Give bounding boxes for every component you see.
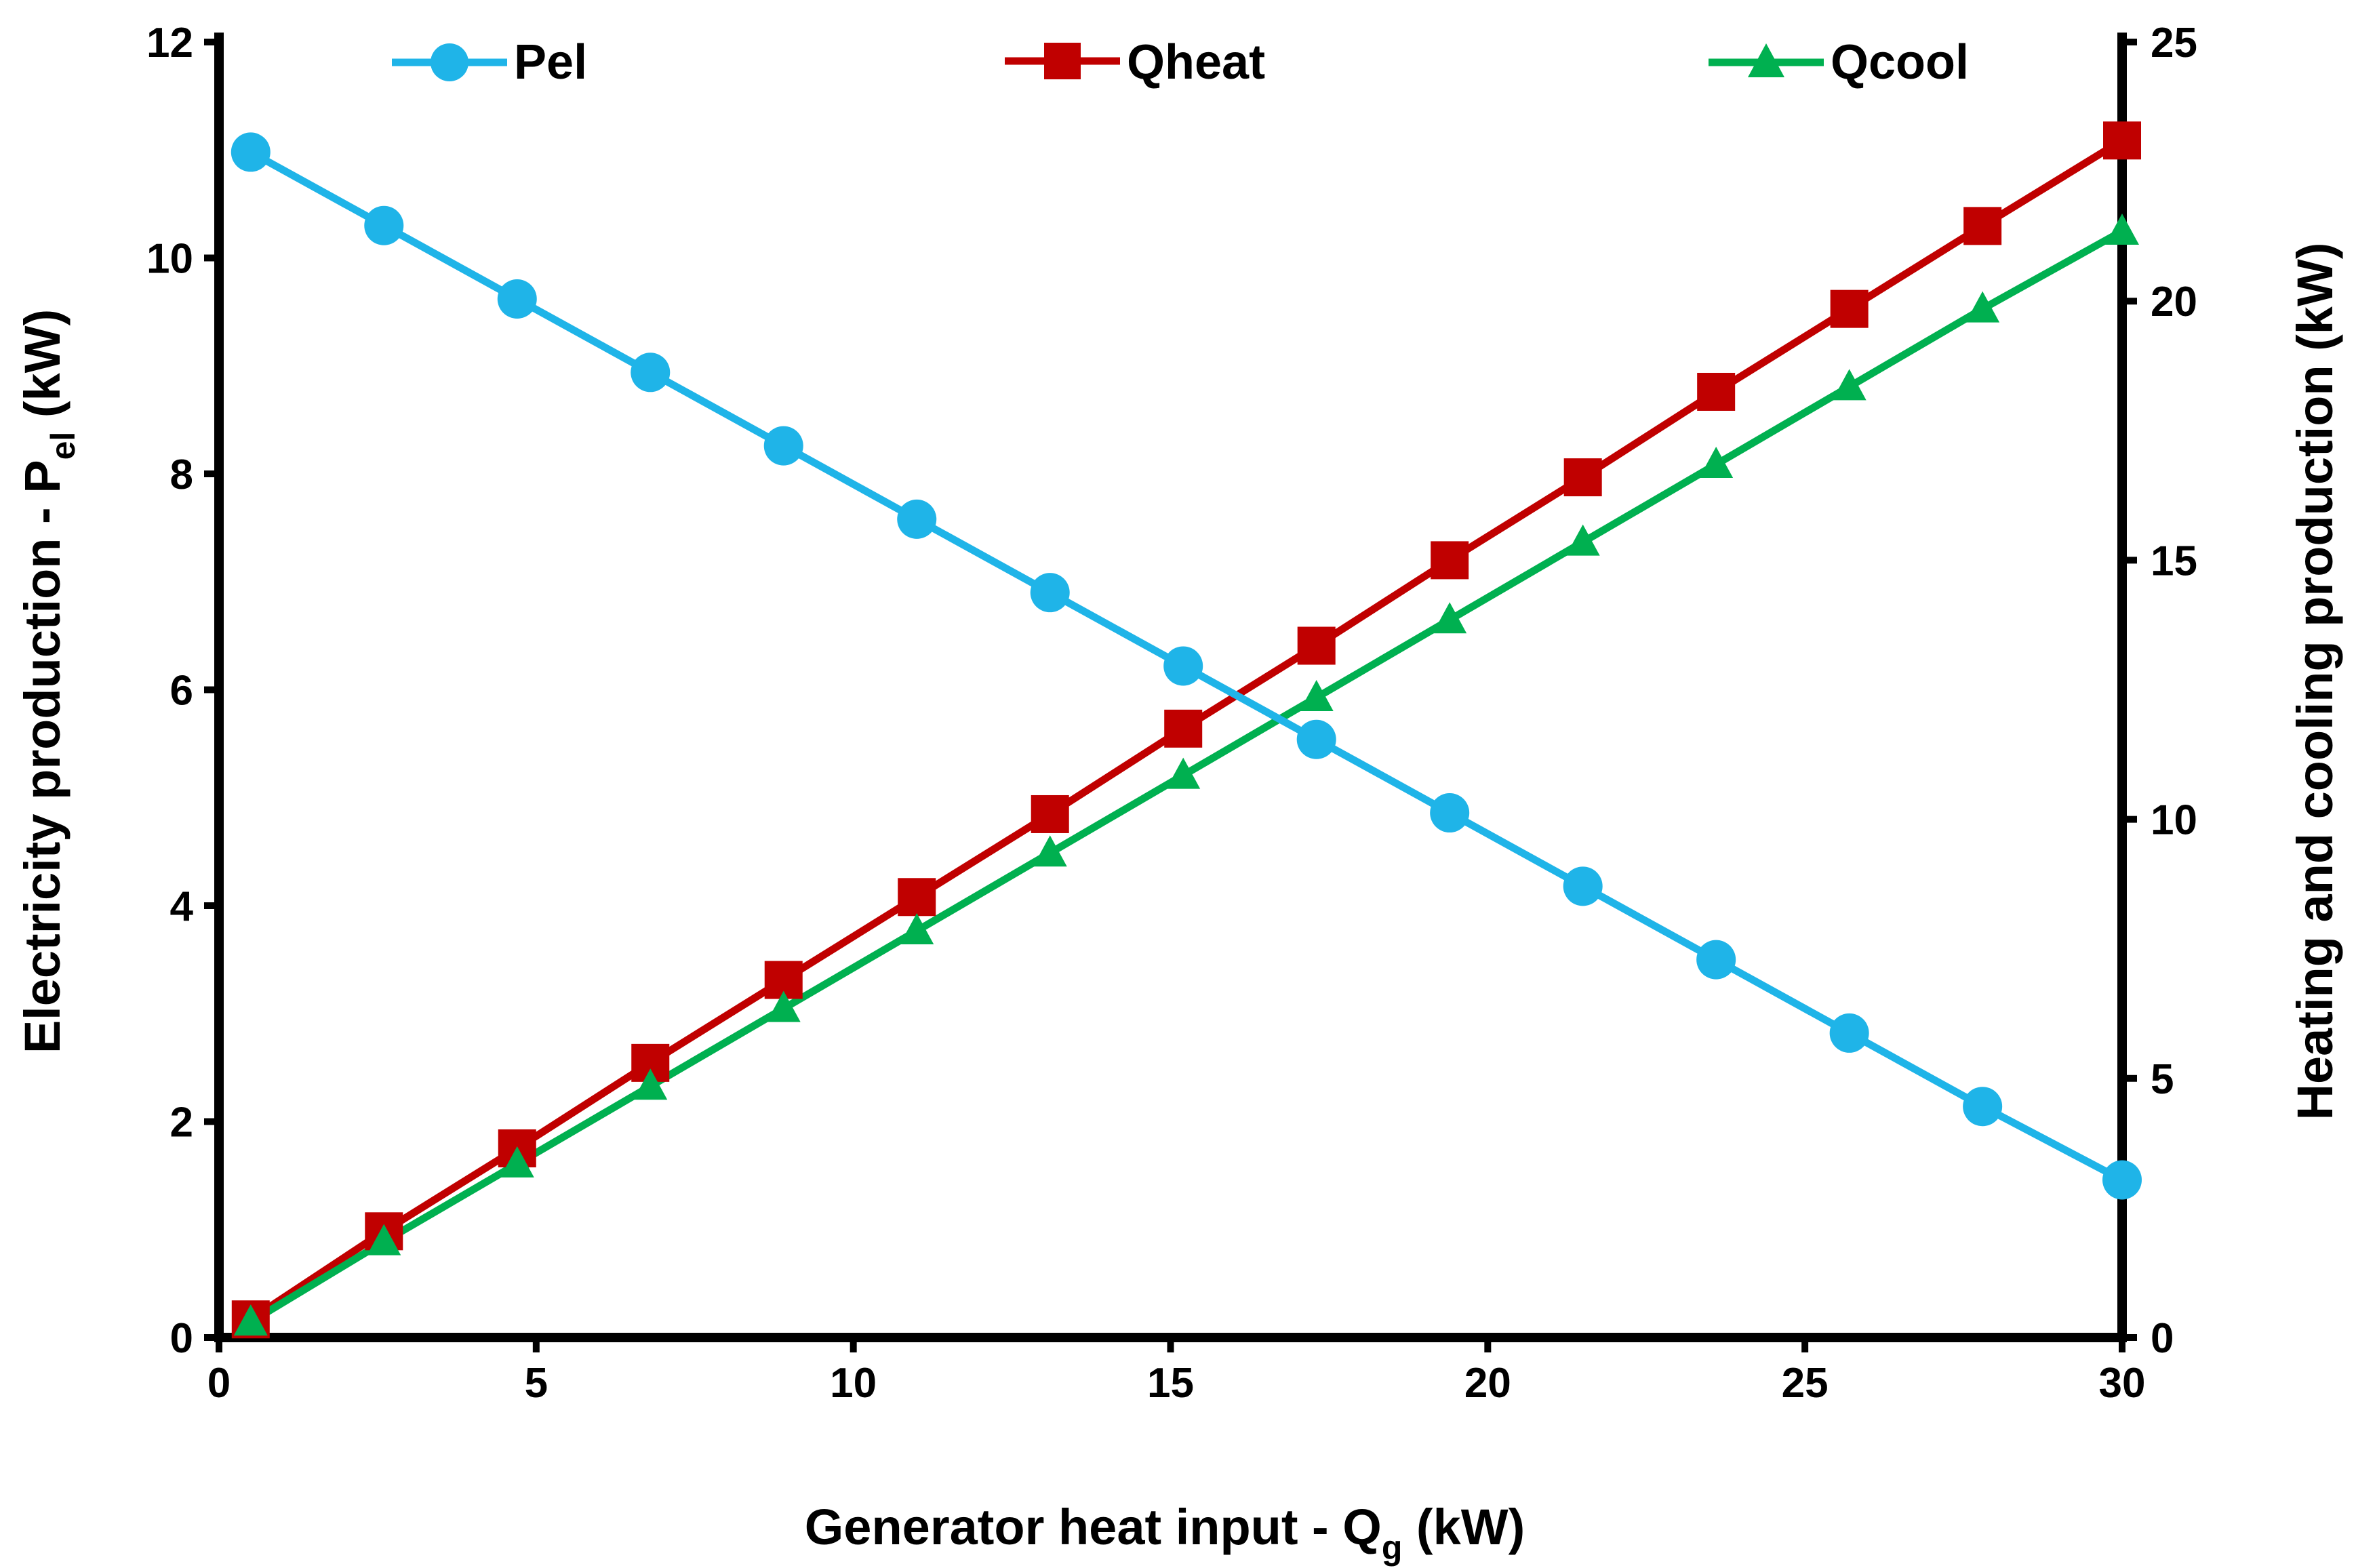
right-tick-label: 0 bbox=[2151, 1315, 2174, 1362]
x-tick-label: 10 bbox=[830, 1360, 877, 1407]
left-axis-title-main: Electricity production - P bbox=[14, 460, 71, 1053]
legend-qheat-marker bbox=[1044, 43, 1081, 79]
right-tick-label: 5 bbox=[2151, 1056, 2174, 1103]
data-point-qcool bbox=[1832, 369, 1866, 401]
legend-pel-label: Pel bbox=[514, 35, 587, 89]
legend-qheat-label: Qheat bbox=[1127, 35, 1265, 89]
data-point-qcool bbox=[1033, 835, 1067, 867]
data-point-qcool bbox=[1433, 602, 1467, 634]
right-tick-label: 25 bbox=[2151, 20, 2197, 66]
data-point-pel bbox=[497, 279, 537, 319]
data-point-qcool bbox=[766, 990, 801, 1022]
right-tick-label: 10 bbox=[2151, 797, 2197, 844]
legend: Pel Qheat Qcool bbox=[392, 35, 1969, 89]
data-point-qcool bbox=[367, 1224, 401, 1255]
data-point-pel bbox=[1430, 793, 1470, 833]
data-point-qcool bbox=[500, 1146, 534, 1178]
left-axis-title: Electricity production - Pel (kW) bbox=[14, 309, 82, 1053]
data-point-pel bbox=[631, 353, 671, 393]
data-point-qcool bbox=[233, 1304, 268, 1336]
data-point-qheat bbox=[1031, 795, 1069, 833]
data-point-pel bbox=[231, 132, 271, 172]
data-point-qcool bbox=[633, 1068, 668, 1100]
x-tick-label: 15 bbox=[1147, 1360, 1194, 1407]
x-tick-label: 5 bbox=[525, 1360, 548, 1407]
legend-qcool-marker bbox=[1748, 43, 1784, 77]
data-point-qcool bbox=[1299, 679, 1334, 711]
left-tick-label: 8 bbox=[170, 451, 193, 498]
data-point-qheat bbox=[1697, 372, 1736, 411]
data-point-pel bbox=[897, 499, 937, 539]
data-point-qcool bbox=[1166, 757, 1201, 789]
data-point-pel bbox=[1963, 1087, 2003, 1127]
data-point-qheat bbox=[898, 878, 936, 917]
x-tick-label: 30 bbox=[2099, 1360, 2146, 1407]
data-point-qcool bbox=[1965, 291, 2000, 323]
x-axis-title-main: Generator heat input - Q bbox=[805, 1499, 1382, 1555]
left-tick-label: 10 bbox=[146, 236, 193, 283]
left-tick-label: 0 bbox=[170, 1315, 193, 1362]
data-point-qheat bbox=[1963, 207, 2002, 245]
left-tick-label: 12 bbox=[146, 20, 193, 66]
x-tick-label: 20 bbox=[1464, 1360, 1511, 1407]
legend-qcool-label: Qcool bbox=[1831, 35, 1969, 89]
data-point-pel bbox=[763, 426, 803, 466]
data-point-pel bbox=[1296, 719, 1336, 759]
x-axis-title-sub: g bbox=[1382, 1529, 1403, 1567]
left-tick-label: 4 bbox=[170, 883, 194, 930]
right-tick-label: 20 bbox=[2151, 279, 2197, 325]
data-point-qcool bbox=[2105, 214, 2139, 245]
data-point-qheat bbox=[1563, 458, 1602, 497]
data-point-pel bbox=[364, 205, 404, 245]
data-point-qheat bbox=[2103, 121, 2141, 160]
series-markers bbox=[231, 121, 2142, 1339]
data-point-qheat bbox=[1297, 626, 1336, 665]
right-tick-label: 15 bbox=[2151, 538, 2197, 584]
data-point-pel bbox=[1030, 573, 1070, 613]
data-point-pel bbox=[1163, 646, 1203, 686]
left-tick-label: 2 bbox=[170, 1100, 193, 1146]
x-axis-title-unit: (kW) bbox=[1402, 1499, 1525, 1555]
data-point-qheat bbox=[1830, 289, 1869, 328]
data-point-qcool bbox=[1699, 446, 1734, 478]
data-point-qcool bbox=[1565, 524, 1600, 556]
data-point-pel bbox=[2102, 1160, 2142, 1200]
left-tick-label: 6 bbox=[170, 668, 193, 715]
data-point-qheat bbox=[1164, 709, 1203, 748]
legend-pel-marker bbox=[431, 43, 468, 81]
left-axis-title-sub: el bbox=[44, 432, 82, 460]
data-point-pel bbox=[1829, 1013, 1869, 1053]
data-point-pel bbox=[1563, 866, 1603, 906]
left-axis-title-unit: (kW) bbox=[14, 309, 71, 432]
data-point-qheat bbox=[1431, 541, 1469, 580]
data-point-qcool bbox=[900, 912, 934, 944]
right-axis-title: Heating and cooling production (kW) bbox=[2287, 243, 2343, 1121]
x-tick-label: 25 bbox=[1782, 1360, 1829, 1407]
x-tick-label: 0 bbox=[207, 1360, 231, 1407]
data-point-pel bbox=[1696, 940, 1736, 980]
x-axis-title: Generator heat input - Qg (kW) bbox=[805, 1499, 1525, 1567]
